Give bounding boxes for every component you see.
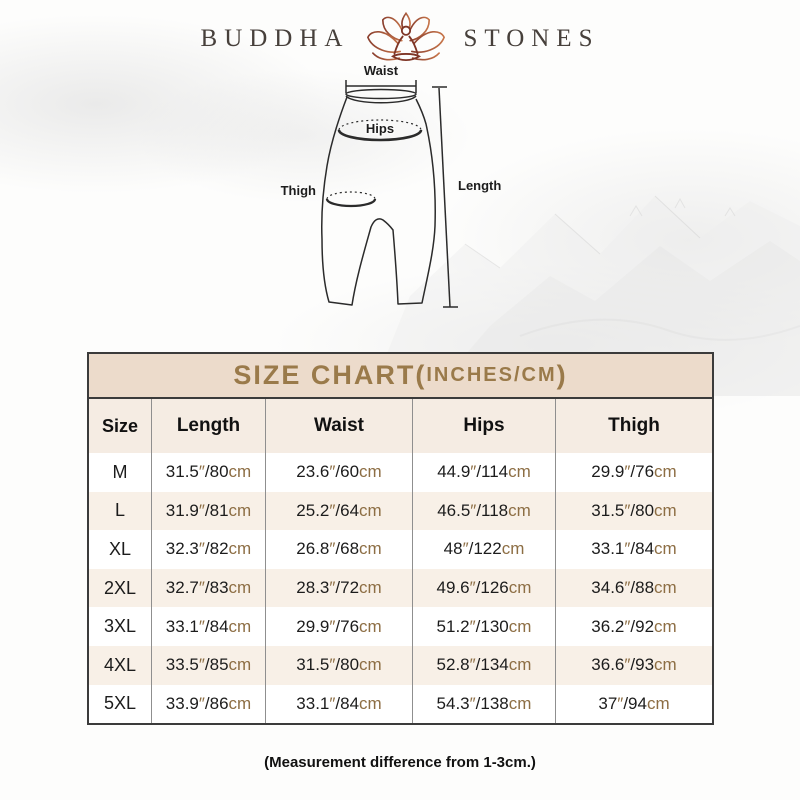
length-value: 33.1 ″/84 cm [151,607,265,646]
size-chart-title-units: INCHES/CM [426,364,557,386]
hips-value: 54.3 ″/138 cm [412,684,555,724]
brand-word-left: BUDDHA [200,25,350,52]
size-row-4xl: 4XL 33.5 ″/85 cm 31.5 ″/80 cm 52.8 ″/134 cm 36.6 ″ /… [89,645,712,685]
length-value: 32.3 ″/82 cm [151,530,265,569]
size-label: M [112,461,128,482]
length-value: 32.7 ″/83 cm [151,568,265,608]
diagram-label-length: Length [458,178,501,193]
thigh-value: 29.9 ″/76 cm [555,453,712,492]
hips-value: 52.8 ″/134 cm [412,645,555,685]
size-row-l: L 31.9 ″/81 cm 25.2 ″/64 cm 46.5 ″/118 cm 31.5 ″/80… [89,491,712,531]
size-row-m: M 31.5 ″/80 cm 23.6 ″/60 cm 44.9 ″/114 cm 29.9 ″/76… [89,453,712,492]
length-value: 33.5 ″/85 cm [151,645,265,685]
chart-header-row: Size Length Waist Hips Thigh [89,399,712,453]
size-label: L [114,500,125,521]
size-row-xl: XL 32.3 ″/82 cm 26.8 ″/68 cm 48 ″/122 cm 33.1 ″/84 c… [89,530,712,569]
size-chart-title: SIZE CHART(INCHES/CM) [89,354,712,399]
column-header-length: Length [151,399,265,453]
length-value: 33.9 ″/86 cm [151,684,265,724]
pants-measurement-diagram: Waist Hips Thigh Length [279,62,503,308]
column-header-size: Size [101,415,139,436]
size-chart-title-close: ) [556,360,568,390]
size-row-2xl: 2XL 32.7 ″/83 cm 28.3 ″/72 cm 49.6 ″/126 cm 34.6 ″ /… [89,568,712,608]
lotus-logo-icon [367,11,446,62]
waist-value: 29.9 ″/76 cm [265,607,412,646]
diagram-label-hips: Hips [366,121,394,136]
brand-word-right: STONES [463,25,600,52]
size-row-3xl: 3XL 33.1 ″/84 cm 29.9 ″/76 cm 51.2 ″/130 cm 36.2 ″ /… [89,607,712,646]
size-label: 2XL [103,577,137,598]
thigh-value: 36.6 ″/93 cm [555,645,712,685]
hips-value: 51.2 ″/130 cm [412,607,555,646]
size-label: 3XL [103,616,137,637]
waist-value: 28.3 ″/72 cm [265,568,412,608]
size-chart-title-main: SIZE CHART( [233,360,427,390]
waist-value: 31.5 ″/80 cm [265,645,412,685]
waist-value: 23.6 ″/60 cm [265,453,412,492]
waist-value: 25.2 ″/64 cm [265,491,412,531]
hips-value: 46.5 ″/118 cm [412,491,555,531]
size-chart-table: SIZE CHART(INCHES/CM) Size Length Waist Hip… [87,352,714,726]
waist-value: 26.8 ″/68 cm [265,530,412,569]
chart-body: M 31.5 ″/80 cm 23.6 ″/60 cm 44.9 ″/114 cm 29.9 ″/76… [89,453,712,724]
size-row-5xl: 5XL 33.9 ″/86 cm 33.1 ″/84 cm 54.3 ″/138 cm 37 ″/94… [89,684,712,724]
size-label: 5XL [103,693,137,714]
thigh-value: 34.6 ″/88 cm [555,568,712,608]
column-header-hips: Hips [412,399,555,453]
size-label: XL [108,538,132,559]
size-label: 4XL [103,654,137,675]
thigh-value: 37 ″/94 cm [555,684,712,724]
length-value: 31.9 ″/81 cm [151,491,265,531]
thigh-value: 36.2 ″/92 cm [555,607,712,646]
thigh-value: 33.1 ″/84 cm [555,530,712,569]
waist-value: 33.1 ″/84 cm [265,684,412,724]
hips-value: 44.9 ″/114 cm [412,453,555,492]
column-header-thigh: Thigh [555,399,712,453]
diagram-label-waist: Waist [364,63,399,78]
hips-value: 49.6 ″/126 cm [412,568,555,608]
length-value: 31.5 ″/80 cm [151,453,265,492]
hips-value: 48 ″/122 cm [412,530,555,569]
diagram-label-thigh: Thigh [281,183,316,198]
measurement-note: (Measurement difference from 1-3cm.) [264,754,536,771]
column-header-waist: Waist [265,399,412,453]
brand-header: BUDDHA STONES [0,10,800,68]
thigh-value: 31.5 ″/80 cm [555,491,712,531]
